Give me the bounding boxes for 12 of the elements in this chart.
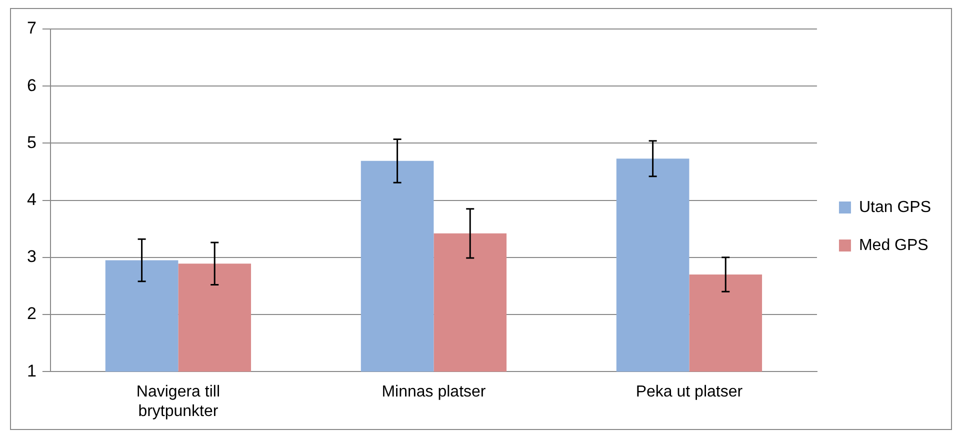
y-tick-label: 6 xyxy=(26,76,36,95)
x-tick-label: Navigera till brytpunkter xyxy=(136,384,220,420)
y-tick-label: 2 xyxy=(26,304,36,324)
y-tick-label: 3 xyxy=(26,247,36,266)
y-tick-label: 7 xyxy=(26,18,36,38)
legend-label: Med GPS xyxy=(858,236,928,254)
y-tick-label: 5 xyxy=(26,132,36,152)
y-tick-label: 1 xyxy=(26,361,36,380)
x-tick-label: Peka ut platser xyxy=(636,384,744,401)
x-tick-label: Minnas platser xyxy=(382,384,486,401)
legend-label: Utan GPS xyxy=(858,198,931,216)
y-tick-label: 4 xyxy=(26,190,36,209)
